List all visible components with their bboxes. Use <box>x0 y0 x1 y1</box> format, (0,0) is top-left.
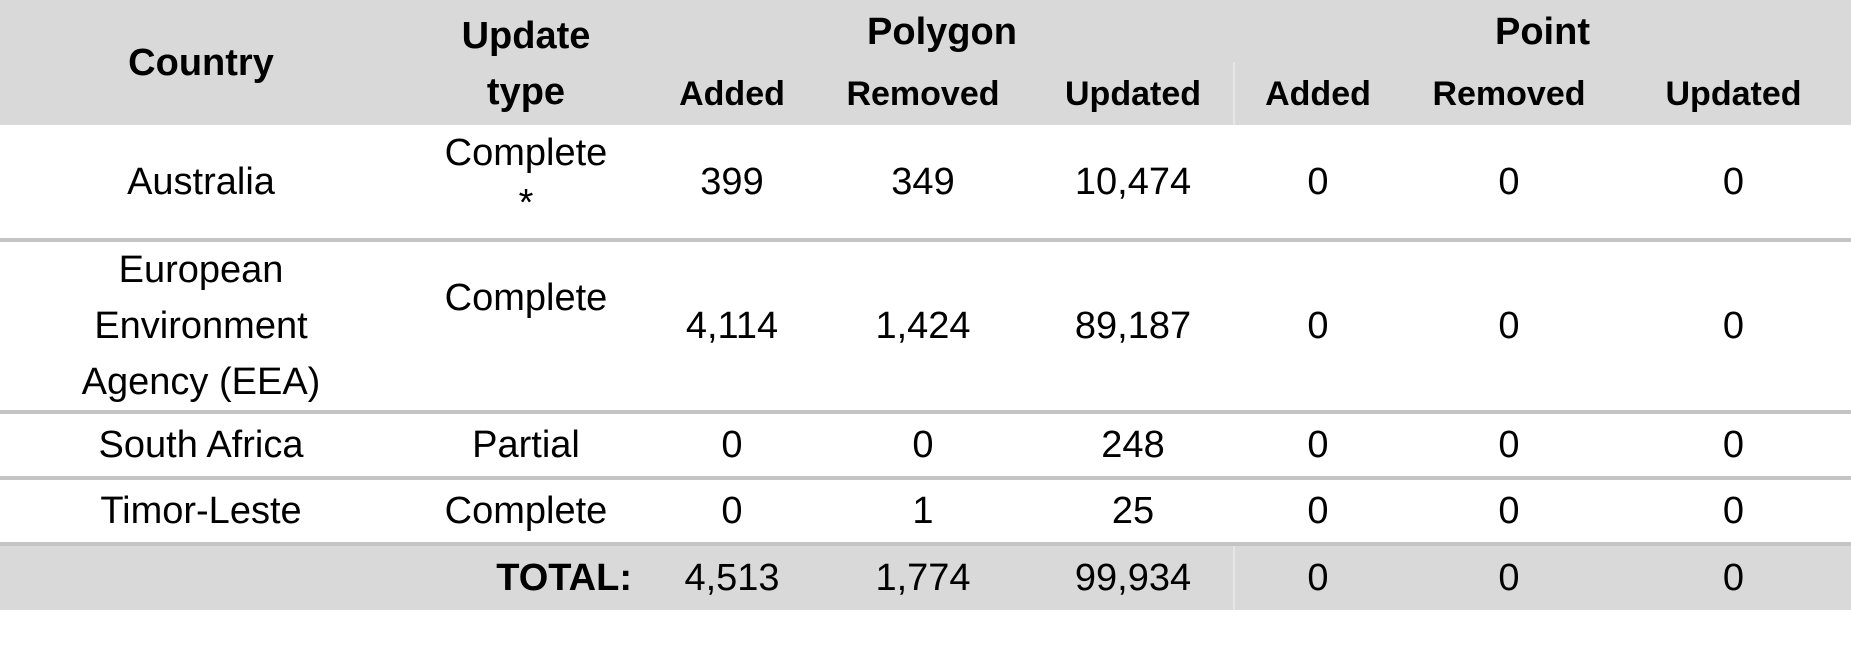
total-point-updated: 0 <box>1722 557 1745 599</box>
cell-point-removed: 0 <box>1498 305 1520 347</box>
header-point-added: Added <box>1265 75 1371 113</box>
cell-point-updated: 0 <box>1722 160 1745 203</box>
cell-country-line2: Environment <box>94 305 308 347</box>
header-polygon-added: Added <box>679 75 785 113</box>
cell-polygon-removed: 0 <box>912 424 934 466</box>
table-row: Australia Complete * 399 349 10,474 0 0 … <box>0 125 1851 238</box>
cell-polygon-added: 399 <box>700 160 764 203</box>
row-divider <box>0 410 1851 414</box>
table-total-row: TOTAL: 4,513 1,774 99,934 0 0 0 <box>0 546 1851 610</box>
table-row: Timor-Leste Complete 0 1 25 0 0 0 <box>0 480 1851 542</box>
cell-point-removed: 0 <box>1498 490 1520 532</box>
total-label: TOTAL: <box>496 557 632 599</box>
total-point-removed: 0 <box>1498 557 1520 599</box>
cell-update-type: Complete <box>444 490 608 532</box>
header-point-removed: Removed <box>1432 75 1586 113</box>
cell-polygon-removed: 1 <box>912 490 934 532</box>
cell-point-added: 0 <box>1307 490 1329 532</box>
total-polygon-removed: 1,774 <box>875 557 971 599</box>
row-divider <box>0 476 1851 480</box>
cell-point-removed: 0 <box>1498 424 1520 466</box>
total-polygon-updated: 99,934 <box>1074 557 1192 599</box>
cell-country: Timor-Leste <box>100 490 302 532</box>
total-polygon-added: 4,513 <box>684 557 780 599</box>
cell-update-type-line1: Complete <box>444 132 608 174</box>
cell-polygon-removed: 349 <box>891 160 955 203</box>
cell-polygon-updated: 25 <box>1111 490 1155 532</box>
table-row: South Africa Partial 0 0 248 0 0 0 <box>0 414 1851 476</box>
cell-update-type: Complete <box>444 277 608 319</box>
total-point-added: 0 <box>1307 557 1329 599</box>
cell-polygon-updated: 89,187 <box>1074 305 1192 347</box>
cell-point-updated: 0 <box>1722 305 1745 347</box>
header-group-divider <box>1233 62 1235 125</box>
header-polygon-updated: Updated <box>1065 75 1201 113</box>
header-polygon: Polygon <box>867 11 1017 53</box>
header-country: Country <box>128 41 274 84</box>
cell-polygon-added: 4,114 <box>685 305 779 347</box>
table-header: Country Update type Polygon Point Added … <box>0 0 1851 125</box>
header-point-updated: Updated <box>1665 75 1802 113</box>
cell-point-added: 0 <box>1307 424 1329 466</box>
cell-polygon-updated: 10,474 <box>1074 160 1192 203</box>
cell-polygon-added: 0 <box>721 424 743 466</box>
table-row: European Environment Agency (EEA) Comple… <box>0 242 1851 410</box>
row-divider <box>0 542 1851 546</box>
cell-update-type: Partial <box>472 424 580 466</box>
cell-point-updated: 0 <box>1722 424 1745 466</box>
row-divider <box>0 238 1851 242</box>
cell-point-removed: 0 <box>1498 160 1520 203</box>
cell-country: Australia <box>127 160 275 203</box>
cell-country: South Africa <box>98 424 304 466</box>
cell-point-added: 0 <box>1307 305 1329 347</box>
cell-polygon-removed: 1,424 <box>875 305 971 347</box>
header-point: Point <box>1495 11 1590 53</box>
cell-update-type-line2: * <box>518 182 534 224</box>
cell-polygon-updated: 248 <box>1101 424 1165 466</box>
header-polygon-removed: Removed <box>846 75 1000 113</box>
header-update-type-line1: Update <box>461 15 591 57</box>
cell-point-updated: 0 <box>1722 490 1745 532</box>
cell-polygon-added: 0 <box>721 490 743 532</box>
cell-country-line3: Agency (EEA) <box>81 361 321 403</box>
cell-point-added: 0 <box>1307 160 1329 203</box>
header-update-type-line2: type <box>486 71 566 113</box>
cell-country-line1: European <box>118 249 284 291</box>
footer-group-divider <box>1233 546 1235 610</box>
